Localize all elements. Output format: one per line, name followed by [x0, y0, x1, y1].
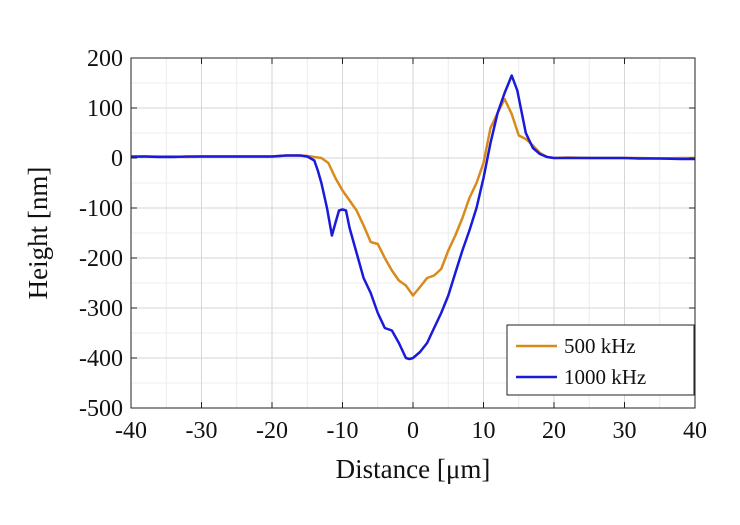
x-tick-label: -10	[327, 418, 359, 444]
series-line-1000-khz	[131, 74, 695, 361]
legend-box	[506, 324, 695, 396]
legend: 500 kHz 1000 kHz	[506, 324, 695, 396]
legend-label-500-khz: 500 kHz	[564, 334, 636, 358]
y-tick-label: 100	[87, 96, 123, 122]
x-tick-label: 30	[613, 418, 637, 444]
x-tick-label: 20	[542, 418, 566, 444]
tick-labels: -40 -30 -20 -10 0 10 20 30 402001000-100-200-300…	[79, 46, 707, 444]
y-tick-label: -500	[79, 396, 123, 422]
x-axis-title: Distance [μm]	[336, 454, 491, 484]
x-tick-label: 0	[407, 418, 419, 444]
grid	[131, 58, 695, 408]
series-layer	[130, 74, 695, 361]
y-tick-label: 200	[87, 46, 123, 72]
legend-label-1000-khz: 1000 kHz	[564, 365, 646, 389]
y-tick-label: -200	[79, 246, 123, 272]
x-tick-label: -40	[115, 418, 147, 444]
x-tick-label: -30	[186, 418, 218, 444]
y-axis-title: Height [nm]	[23, 167, 53, 300]
y-tick-label: -300	[79, 296, 123, 322]
y-tick-label: -100	[79, 196, 123, 222]
y-tick-label: -400	[79, 346, 123, 372]
x-tick-label: -20	[256, 418, 288, 444]
ticks	[130, 57, 696, 409]
y-tick-label: 0	[111, 146, 123, 172]
x-tick-label: 40	[683, 418, 707, 444]
x-tick-label: 10	[472, 418, 496, 444]
